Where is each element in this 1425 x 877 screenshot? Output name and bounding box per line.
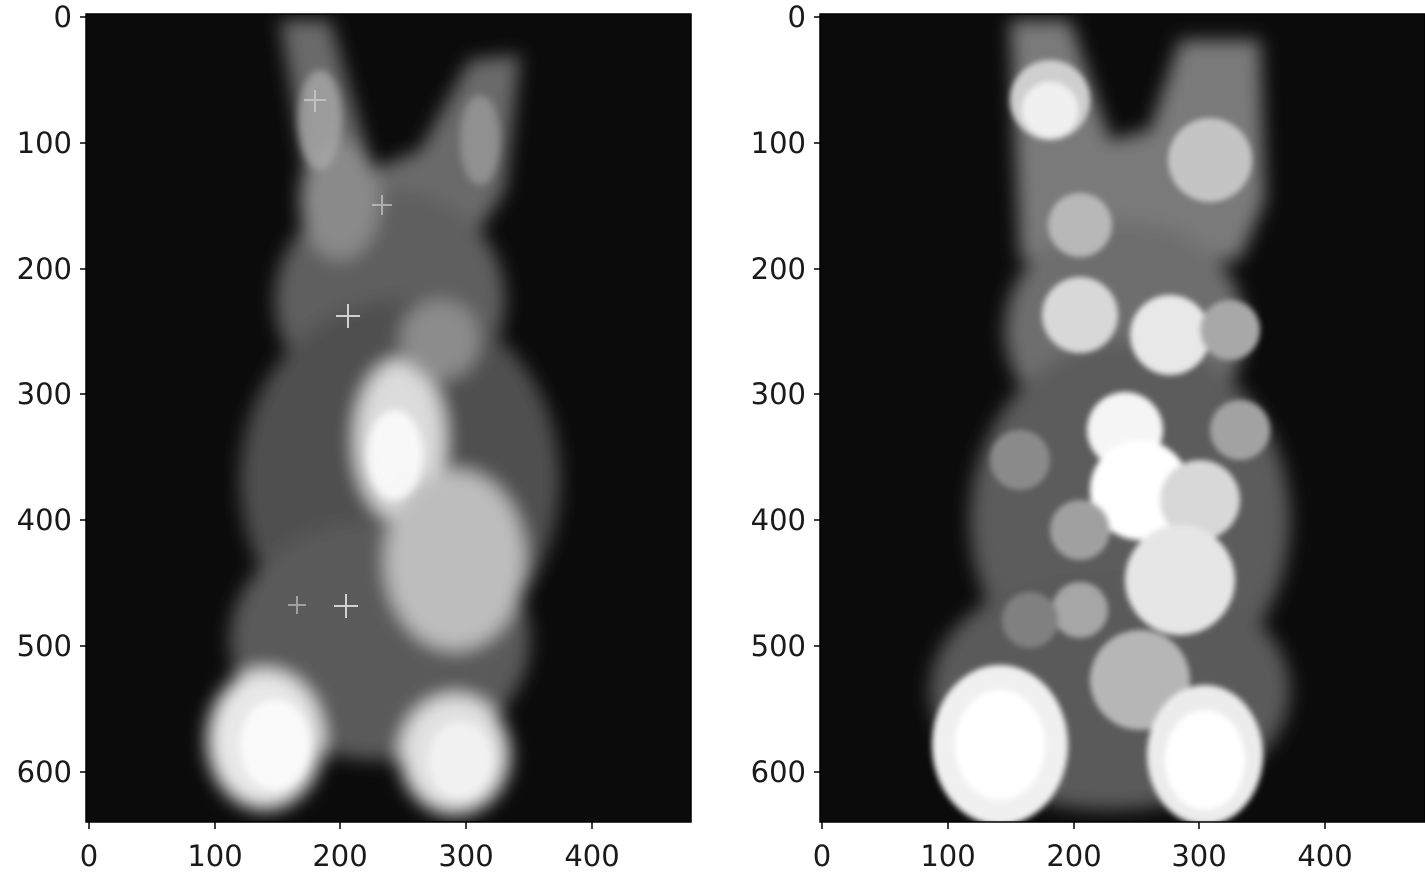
left-rabbit-image bbox=[207, 20, 560, 815]
right-xtick-label: 0 bbox=[813, 839, 831, 873]
right-image-panel: 0 100 200 300 400 500 600 0 100 200 300 … bbox=[751, 0, 1425, 873]
left-ytick-label: 600 bbox=[17, 755, 72, 789]
right-x-axis: 0 100 200 300 400 bbox=[813, 822, 1353, 873]
left-y-axis: 0 100 200 300 400 500 600 bbox=[17, 0, 86, 789]
right-rabbit-image bbox=[930, 20, 1290, 822]
right-ytick-label: 500 bbox=[751, 629, 806, 663]
right-ytick-label: 300 bbox=[751, 377, 806, 411]
right-ytick-label: 400 bbox=[751, 503, 806, 537]
left-xtick-label: 100 bbox=[187, 839, 242, 873]
right-xtick-label: 200 bbox=[1046, 839, 1101, 873]
left-xtick-label: 400 bbox=[564, 839, 619, 873]
right-ytick-label: 0 bbox=[788, 0, 806, 34]
left-x-axis: 0 100 200 300 400 bbox=[80, 822, 620, 873]
left-xtick-label: 200 bbox=[312, 839, 367, 873]
left-ytick-label: 500 bbox=[17, 629, 72, 663]
left-xtick-label: 300 bbox=[438, 839, 493, 873]
right-y-axis: 0 100 200 300 400 500 600 bbox=[751, 0, 820, 789]
right-ytick-label: 600 bbox=[751, 755, 806, 789]
left-ytick-label: 0 bbox=[54, 0, 72, 34]
left-axes-frame bbox=[85, 13, 692, 823]
right-xtick-label: 100 bbox=[920, 839, 975, 873]
right-axes-frame bbox=[819, 13, 1425, 823]
right-ytick-label: 100 bbox=[751, 126, 806, 160]
left-ytick-label: 300 bbox=[17, 377, 72, 411]
left-image-panel: 0 100 200 300 400 500 600 0 100 200 300 … bbox=[17, 0, 692, 873]
left-ytick-label: 100 bbox=[17, 126, 72, 160]
right-xtick-label: 400 bbox=[1297, 839, 1352, 873]
left-ytick-label: 200 bbox=[17, 252, 72, 286]
right-xtick-label: 300 bbox=[1171, 839, 1226, 873]
left-xtick-label: 0 bbox=[80, 839, 98, 873]
left-ytick-label: 400 bbox=[17, 503, 72, 537]
right-ytick-label: 200 bbox=[751, 252, 806, 286]
